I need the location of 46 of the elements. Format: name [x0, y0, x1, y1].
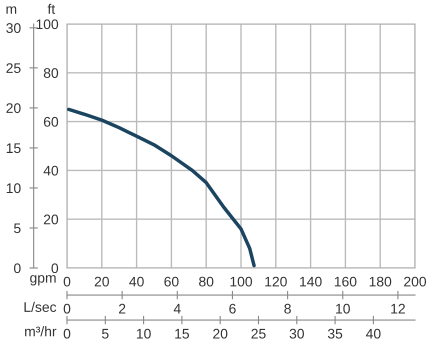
x-tick-label: 140	[300, 276, 322, 287]
x2-axis-title: L/sec	[24, 302, 56, 312]
x-tick-label: 200	[404, 276, 426, 287]
y2-tick-label: 15	[6, 143, 21, 154]
text: 0	[64, 328, 70, 339]
x2-tick-label: 8	[284, 304, 291, 314]
x2-tick-label: 2	[118, 304, 126, 314]
x2-tick-label: 12	[391, 304, 405, 314]
x-tick-label: 160	[334, 276, 356, 287]
x-tick-label: 120	[265, 276, 287, 287]
text: 35	[328, 328, 342, 339]
x-tick-label: 80	[199, 276, 214, 287]
y2-tick-label: 25	[6, 63, 21, 74]
x2-tick-label: 6	[229, 304, 236, 314]
y2-tick-label: 20	[6, 103, 21, 114]
y2-tick-label: 10	[6, 183, 21, 194]
text: m³/hr	[25, 326, 56, 336]
y-tick-label: 60	[44, 116, 58, 127]
text: 15	[175, 328, 190, 339]
y-tick-label: 20	[44, 214, 58, 224]
y2-tick-label: 0	[14, 263, 21, 274]
text: 5	[102, 328, 109, 339]
y2-tick-label: 30	[6, 23, 21, 34]
x-tick-label: 40	[129, 276, 144, 287]
y-axis-title: ft	[48, 4, 56, 14]
text: 40	[366, 328, 381, 339]
x2-tick-label: 4	[174, 304, 181, 314]
text: 25	[251, 328, 266, 339]
line-series	[67, 108, 256, 268]
text: 10	[136, 328, 151, 339]
x2-tick-label: 0	[64, 304, 70, 314]
text: 30	[290, 328, 304, 339]
x-axis-title: gpm	[30, 275, 56, 286]
x-tick-label: 60	[164, 276, 179, 287]
y2-tick-label: 5	[14, 223, 21, 234]
text: 20	[213, 328, 228, 339]
y-tick-label: 100	[36, 19, 58, 30]
y-tick-label: 0	[51, 263, 58, 274]
y-tick-label: 80	[44, 68, 58, 78]
x-tick-label: 100	[230, 276, 252, 287]
x2-tick-label: 10	[336, 304, 350, 314]
y-tick-label: 40	[44, 166, 58, 176]
x-tick-label: 180	[370, 276, 392, 287]
x-tick-label: 0	[64, 276, 70, 287]
x-tick-label: 20	[94, 276, 109, 287]
y2-axis-title: m	[6, 6, 16, 14]
